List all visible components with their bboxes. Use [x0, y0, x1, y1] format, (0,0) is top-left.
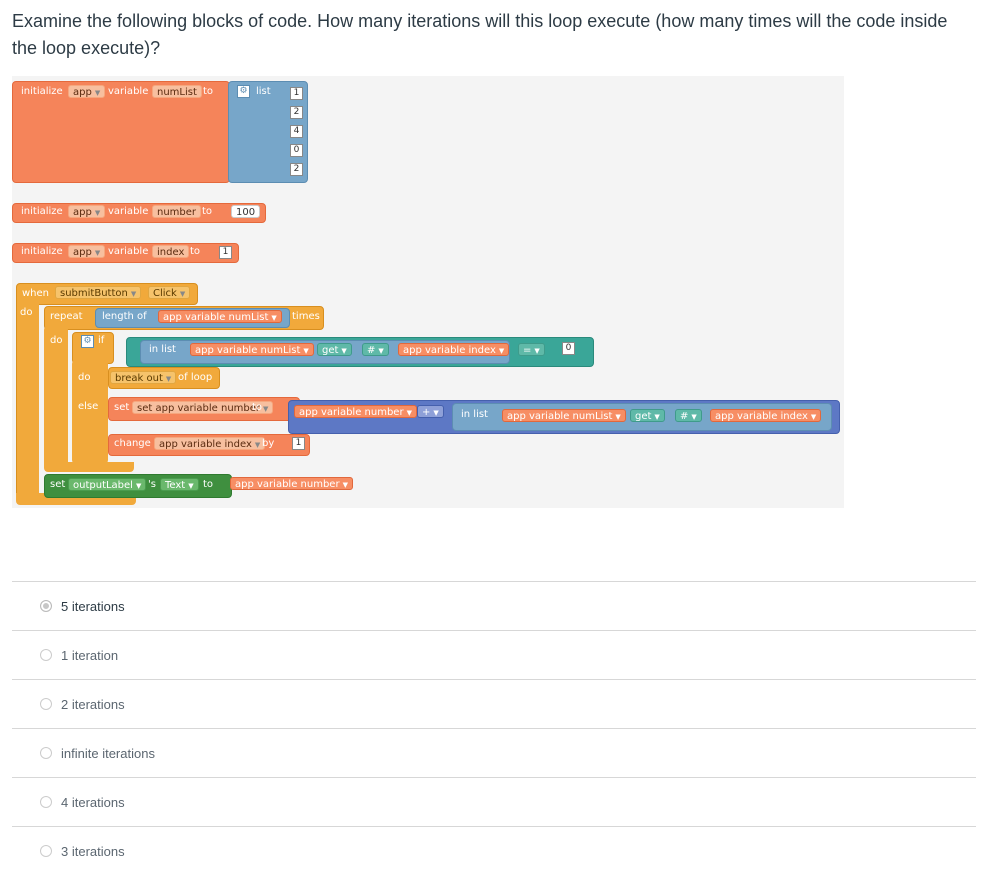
else-get-dropdown[interactable]: get ▼ — [630, 409, 665, 422]
change-index-dropdown[interactable]: app variable index ▼ — [154, 437, 266, 450]
repeat-times: times — [292, 311, 320, 322]
change-value[interactable]: 1 — [292, 437, 305, 450]
initialize-numlist-block — [12, 81, 230, 183]
init1-name-field[interactable]: numList — [152, 85, 202, 98]
event-do: do — [20, 307, 33, 318]
length-of-label: length of — [102, 311, 147, 322]
repeat-bottom — [44, 462, 134, 472]
answer-option[interactable]: infinite iterations — [40, 743, 155, 763]
radio-button[interactable] — [40, 600, 52, 612]
else-hash-dropdown[interactable]: # ▼ — [675, 409, 702, 422]
answer-option[interactable]: 4 iterations — [40, 792, 125, 812]
set-number-dropdown[interactable]: set app variable number ▼ — [132, 401, 274, 414]
else-label: else — [78, 401, 99, 412]
event-when: when — [22, 288, 50, 299]
else-numlist-getter[interactable]: app variable numList ▼ — [502, 409, 626, 422]
init2-variable: variable — [108, 206, 149, 217]
option-label: 1 iteration — [61, 647, 119, 663]
if-eq-dropdown[interactable]: = ▼ — [518, 343, 545, 356]
init2-name-field[interactable]: number — [152, 205, 202, 218]
if-gear-icon[interactable]: ⚙ — [81, 335, 94, 348]
option-divider — [12, 679, 976, 680]
repeat-do: do — [50, 335, 63, 346]
if-hash-dropdown[interactable]: # ▼ — [362, 343, 389, 356]
set-output-to: to — [203, 479, 214, 490]
init3-variable: variable — [108, 246, 149, 257]
init2-to: to — [202, 206, 213, 217]
list-item: 1 — [290, 87, 303, 100]
init2-initialize: initialize — [21, 206, 63, 217]
init1-variable: variable — [108, 86, 149, 97]
output-component-dropdown[interactable]: outputLabel ▼ — [68, 478, 147, 491]
init1-initialize: initialize — [21, 86, 63, 97]
option-divider — [12, 630, 976, 631]
set-output-s: 's — [148, 479, 156, 490]
answer-option[interactable]: 1 iteration — [40, 645, 118, 665]
option-label: 4 iterations — [61, 794, 125, 810]
init2-value[interactable]: 100 — [231, 205, 261, 218]
gear-icon[interactable]: ⚙ — [237, 85, 250, 98]
init3-to: to — [190, 246, 201, 257]
if-do-label: do — [78, 372, 91, 383]
option-label: 5 iterations — [61, 598, 125, 614]
if-numlist-getter[interactable]: app variable numList ▼ — [190, 343, 314, 356]
init3-app-dropdown[interactable]: app ▼ — [68, 245, 106, 258]
option-divider — [12, 728, 976, 729]
init3-name-field[interactable]: index — [152, 245, 190, 258]
question-text: Examine the following blocks of code. Ho… — [12, 11, 948, 58]
repeat-body — [44, 326, 68, 466]
radio-button[interactable] — [40, 698, 52, 710]
answer-option[interactable]: 3 iterations — [40, 841, 125, 861]
if-in-list: in list — [149, 344, 176, 355]
option-divider — [12, 826, 976, 827]
set-output-label: set — [50, 479, 66, 490]
option-divider — [12, 777, 976, 778]
options-top-divider — [12, 581, 976, 582]
if-zero-value[interactable]: 0 — [562, 342, 575, 355]
radio-button[interactable] — [40, 845, 52, 857]
answer-option[interactable]: 2 iterations — [40, 694, 125, 714]
repeat-numlist-getter[interactable]: app variable numList ▼ — [158, 310, 282, 323]
output-text-dropdown[interactable]: Text ▼ — [160, 478, 199, 491]
init1-to: to — [203, 86, 214, 97]
init2-app-dropdown[interactable]: app ▼ — [68, 205, 106, 218]
add-op-dropdown[interactable]: + ▼ — [417, 405, 444, 418]
event-click-dropdown[interactable]: Click ▼ — [148, 286, 191, 299]
change-by: by — [262, 438, 275, 449]
if-body — [72, 360, 108, 464]
code-blocks-image: initialize app ▼ variable numList to ⚙ li… — [12, 76, 844, 508]
repeat-label: repeat — [50, 311, 83, 322]
radio-button[interactable] — [40, 649, 52, 661]
radio-button[interactable] — [40, 747, 52, 759]
init3-value[interactable]: 1 — [219, 246, 232, 259]
else-number-getter[interactable]: app variable number ▼ — [294, 405, 417, 418]
list-item: 2 — [290, 106, 303, 119]
if-index-getter[interactable]: app variable index ▼ — [398, 343, 510, 356]
else-index-getter[interactable]: app variable index ▼ — [710, 409, 822, 422]
option-label: 2 iterations — [61, 696, 125, 712]
set-to: to — [252, 402, 263, 413]
event-component-dropdown[interactable]: submitButton ▼ — [55, 286, 142, 299]
change-label: change — [114, 438, 151, 449]
list-item: 0 — [290, 144, 303, 157]
if-get-dropdown[interactable]: get ▼ — [317, 343, 352, 356]
of-loop-label: of loop — [178, 372, 213, 383]
option-label: 3 iterations — [61, 843, 125, 859]
list-item: 2 — [290, 163, 303, 176]
if-label: if — [98, 335, 105, 346]
answer-option[interactable]: 5 iterations — [40, 596, 125, 616]
init1-app-dropdown[interactable]: app ▼ — [68, 85, 106, 98]
set-label: set — [114, 402, 130, 413]
init3-initialize: initialize — [21, 246, 63, 257]
output-number-getter[interactable]: app variable number ▼ — [230, 477, 353, 490]
list-item: 4 — [290, 125, 303, 138]
list-label: list — [256, 86, 271, 97]
option-label: infinite iterations — [61, 745, 155, 761]
else-in-list: in list — [461, 409, 488, 420]
event-handler-body — [16, 301, 39, 497]
radio-button[interactable] — [40, 796, 52, 808]
break-out-dropdown[interactable]: break out ▼ — [110, 371, 177, 384]
